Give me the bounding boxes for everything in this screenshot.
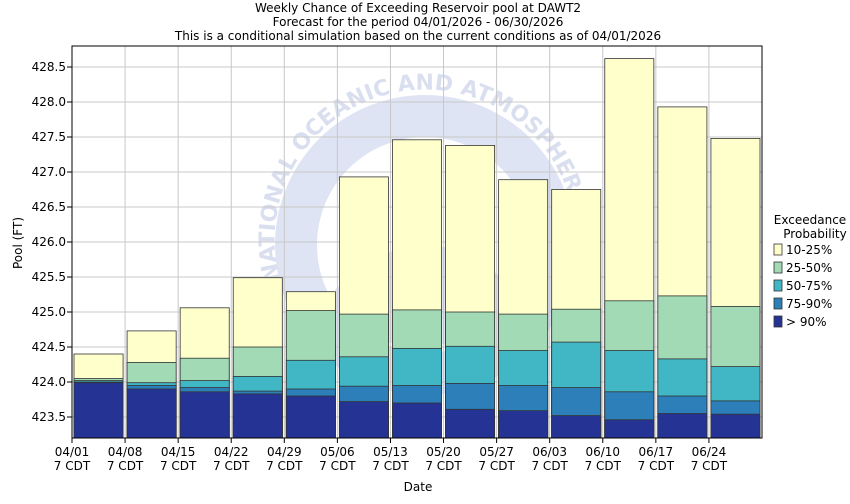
x-tick-label-time: 7 CDT: [160, 459, 197, 473]
y-axis: 423.5 424.0 424.5 425.0 425.5 426.0 426.5 427.0…: [32, 60, 72, 424]
x-tick-label-time: 7 CDT: [213, 459, 250, 473]
x-tick-label-time: 7 CDT: [372, 459, 409, 473]
legend-label: 75-90%: [786, 297, 832, 311]
bar-90-week-11: [604, 419, 655, 439]
chart-subtitle: Forecast for the period 04/01/2026 - 06/…: [273, 15, 564, 29]
x-tick-label-date: 05/27: [479, 445, 514, 459]
x-tick-label-time: 7 CDT: [266, 459, 303, 473]
x-tick-label-date: 06/24: [692, 445, 727, 459]
bar-90-week-2: [126, 388, 177, 439]
legend-title-2: Probability: [783, 227, 846, 241]
y-tick-label: 424.0: [32, 375, 66, 389]
x-tick-label-date: 06/10: [585, 445, 620, 459]
x-tick-label-date: 06/17: [639, 445, 674, 459]
x-tick-label-date: 06/03: [532, 445, 567, 459]
legend-swatch: [773, 243, 783, 256]
x-tick-label-date: 05/13: [373, 445, 408, 459]
legend-swatch: [773, 315, 783, 328]
chart-subtitle-conditions: This is a conditional simulation based o…: [174, 29, 661, 43]
bar-90-week-9: [498, 410, 549, 439]
x-tick-label-date: 05/06: [320, 445, 355, 459]
x-tick-label-date: 04/08: [108, 445, 143, 459]
y-tick-label: 425.0: [32, 305, 66, 319]
y-tick-label: 426.0: [32, 235, 66, 249]
bar-90-week-10: [551, 415, 602, 439]
x-tick-label-date: 05/20: [426, 445, 461, 459]
x-tick-label-time: 7 CDT: [54, 459, 91, 473]
bar-90-week-3: [179, 391, 230, 439]
y-tick-label: 427.0: [32, 165, 66, 179]
y-tick-label: 427.5: [32, 130, 66, 144]
y-tick-label: 426.5: [32, 200, 66, 214]
x-tick-label-time: 7 CDT: [585, 459, 622, 473]
bar-90-week-4: [232, 393, 283, 439]
x-tick-label-date: 04/22: [214, 445, 249, 459]
bar-90-week-13: [710, 413, 761, 439]
legend-label: > 90%: [786, 315, 827, 329]
y-tick-label: 428.0: [32, 95, 66, 109]
y-tick-label: 423.5: [32, 410, 66, 424]
x-tick-label-time: 7 CDT: [478, 459, 515, 473]
bar-90-week-5: [285, 395, 336, 439]
x-tick-label-date: 04/01: [55, 445, 90, 459]
legend-swatch: [773, 279, 783, 292]
bar-90-week-7: [392, 402, 442, 439]
x-tick-label-date: 04/29: [267, 445, 302, 459]
legend-label: 10-25%: [786, 243, 832, 257]
bar-90-week-6: [338, 401, 389, 439]
x-tick-label-time: 7 CDT: [638, 459, 675, 473]
legend-label: 25-50%: [786, 261, 832, 275]
x-axis-label: Date: [404, 480, 433, 494]
y-tick-label: 425.5: [32, 270, 66, 284]
x-tick-label-date: 04/15: [161, 445, 196, 459]
bar-90-week-12: [657, 413, 708, 439]
legend-label: 50-75%: [786, 279, 832, 293]
y-tick-label: 428.5: [32, 60, 66, 74]
x-tick-label-time: 7 CDT: [319, 459, 356, 473]
chart-title: Weekly Chance of Exceeding Reservoir poo…: [255, 1, 581, 15]
x-tick-label-time: 7 CDT: [425, 459, 462, 473]
bars: [73, 58, 761, 439]
legend-swatch: [773, 297, 783, 310]
legend-swatch: [773, 261, 783, 274]
bar-90-week-8: [445, 408, 496, 439]
x-tick-label-time: 7 CDT: [531, 459, 568, 473]
legend-title: Exceedance: [774, 213, 846, 227]
x-tick-label-time: 7 CDT: [691, 459, 728, 473]
x-tick-label-time: 7 CDT: [107, 459, 144, 473]
y-axis-label: Pool (FT): [11, 217, 25, 269]
y-tick-label: 424.5: [32, 340, 66, 354]
bar-90-week-1: [73, 382, 124, 439]
